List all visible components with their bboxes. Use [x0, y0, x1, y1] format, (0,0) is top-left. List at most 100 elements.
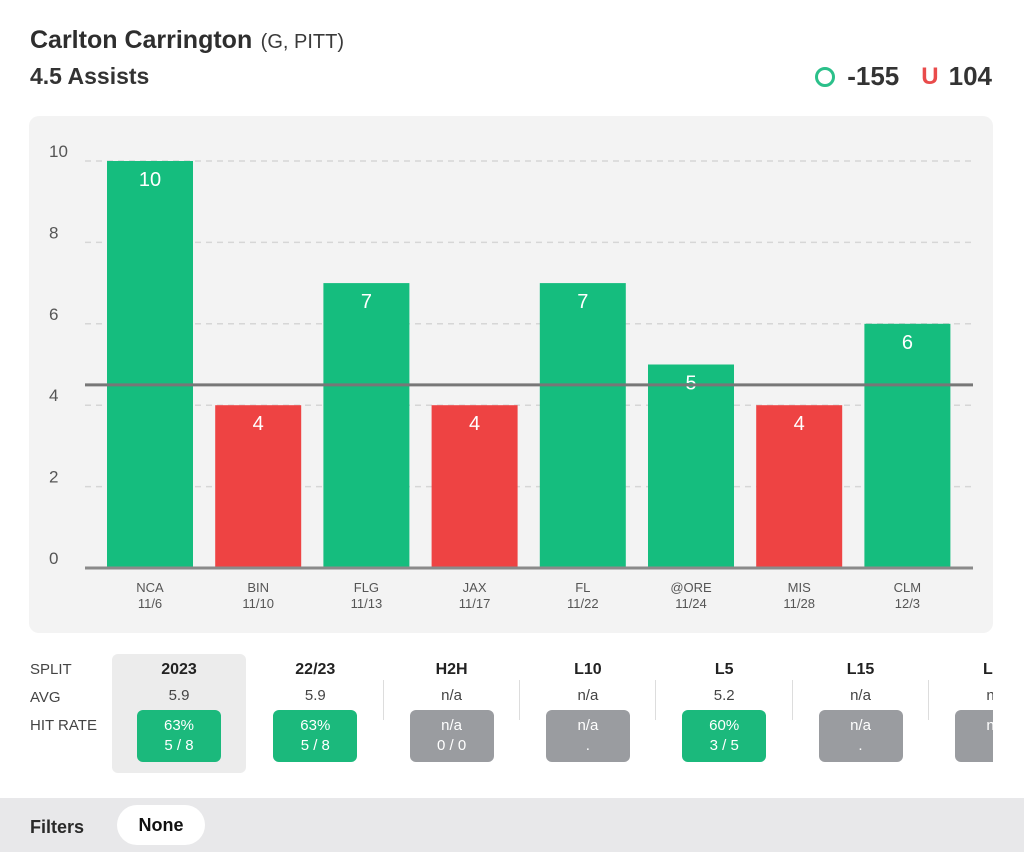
bar-value-label: 10 — [139, 169, 161, 191]
hit-rate-pill: n/a. — [954, 710, 993, 762]
split-label: L10 — [574, 661, 602, 678]
x-tick-date: 11/13 — [351, 596, 383, 611]
hit-rate-percent: n/a — [577, 717, 599, 734]
over-circle-icon — [815, 66, 836, 87]
column-separator — [382, 680, 384, 720]
split-column-h2h[interactable]: H2H n/a n/a 0 / 0 — [385, 654, 519, 773]
split-label: H2H — [435, 661, 468, 678]
split-label: L20 — [983, 661, 993, 678]
column-separator — [927, 680, 929, 720]
x-tick-date: 11/24 — [675, 596, 707, 611]
hit-rate-pill: n/a. — [545, 710, 630, 762]
y-tick-label: 8 — [49, 223, 58, 242]
column-separator — [791, 680, 793, 720]
hit-rate-record: 3 / 5 — [709, 737, 739, 754]
split-avg: n/a — [577, 687, 599, 704]
split-row-label: SPLIT — [30, 661, 72, 678]
hit-rate-record: . — [858, 737, 863, 754]
split-label: 22/23 — [295, 661, 336, 678]
bar-clm[interactable] — [864, 323, 951, 568]
bar-value-label: 4 — [253, 413, 264, 435]
filters-label: Filters — [30, 817, 85, 837]
over-odds[interactable]: -155 — [847, 61, 900, 91]
split-label: 2023 — [161, 661, 197, 678]
hit-rate-percent: n/a — [850, 717, 871, 734]
player-name: Carlton Carrington — [30, 26, 253, 54]
hit-rate-pill: n/a 0 / 0 — [409, 710, 494, 762]
bar-jax[interactable] — [431, 405, 518, 568]
hit-rate-percent: 63% — [300, 717, 331, 734]
y-tick-label: 0 — [49, 549, 58, 568]
hit-rate-pill: 63% 5 / 8 — [137, 710, 221, 762]
x-tick-opponent: JAX — [463, 580, 487, 595]
x-tick-date: 11/10 — [242, 596, 274, 611]
bar-value-label: 7 — [577, 291, 588, 313]
assists-bar-chart: 024681010NCA11/64BIN11/107FLG11/134JAX11… — [49, 142, 973, 611]
split-column-22-23[interactable]: 22/23 5.9 63% 5 / 8 — [248, 654, 382, 773]
split-column-2023[interactable]: 2023 5.9 63% 5 / 8 — [112, 654, 246, 773]
filters-bar: Filters None — [0, 798, 1024, 852]
hit-rate-record: 5 / 8 — [300, 737, 330, 754]
split-column-l10[interactable]: L10 n/a n/a. — [521, 654, 655, 773]
split-column-l20[interactable]: L20n/an/a. — [930, 654, 993, 773]
y-tick-label: 4 — [49, 386, 58, 405]
split-avg: n/a — [441, 687, 463, 704]
hit-rate-pill: n/a. — [818, 710, 903, 762]
hit-rate-row-label: HIT RATE — [30, 717, 97, 734]
hit-rate-percent: 63% — [163, 717, 195, 734]
x-tick-date: 11/17 — [459, 596, 491, 611]
split-avg: 5.2 — [713, 687, 735, 704]
split-avg: 5.9 — [168, 687, 190, 704]
bar-value-label: 4 — [469, 413, 480, 435]
split-avg: n/a — [986, 687, 993, 704]
hit-rate-pill: 60% 3 / 5 — [682, 710, 767, 762]
avg-row-label: AVG — [30, 689, 61, 706]
column-separator — [655, 680, 657, 720]
x-tick-date: 11/22 — [567, 596, 599, 611]
hit-rate-pill: 63% 5 / 8 — [273, 710, 358, 762]
hit-rate-percent: n/a — [441, 717, 463, 734]
under-u-icon: U — [921, 62, 939, 90]
hit-rate-percent: 60% — [709, 717, 740, 734]
odds-group: -155 U 104 — [815, 61, 992, 92]
x-tick-date: 11/6 — [138, 596, 162, 611]
player-meta: (G, PITT) — [260, 31, 344, 53]
bar-flg[interactable] — [323, 283, 410, 568]
x-tick-opponent: CLM — [894, 580, 921, 595]
bar-bin[interactable] — [215, 405, 302, 568]
hit-rate-record: . — [955, 736, 993, 756]
hit-rate-percent: n/a — [986, 717, 993, 734]
x-tick-opponent: FLG — [354, 580, 379, 595]
hit-rate-record: . — [585, 737, 590, 754]
bar-value-label: 6 — [902, 332, 913, 354]
x-tick-date: 12/3 — [895, 596, 920, 611]
y-tick-label: 6 — [49, 305, 58, 324]
prop-title: 4.5 Assists — [30, 63, 150, 89]
bar-value-label: 4 — [794, 413, 805, 435]
hit-rate-record: 0 / 0 — [437, 737, 467, 754]
player-header: Carlton Carrington (G, PITT) — [30, 26, 344, 55]
x-tick-date: 11/28 — [783, 596, 815, 611]
split-label: L5 — [714, 661, 734, 678]
bar-fl[interactable] — [539, 283, 626, 568]
column-separator — [518, 680, 520, 720]
bar-mis[interactable] — [756, 405, 843, 568]
hit-rate-record: 5 / 8 — [164, 737, 194, 754]
split-column-l15[interactable]: L15 n/a n/a. — [794, 654, 928, 773]
under-odds[interactable]: 104 — [948, 61, 992, 91]
x-tick-opponent: @ORE — [670, 580, 712, 595]
x-tick-opponent: FL — [575, 580, 590, 595]
bar-nca[interactable] — [107, 161, 193, 568]
split-label: L15 — [846, 661, 875, 678]
split-column-l5[interactable]: L5 5.2 60% 3 / 5 — [657, 654, 791, 773]
y-tick-label: 10 — [49, 142, 68, 161]
x-tick-opponent: NCA — [136, 580, 164, 595]
chart-card: 0 2 4 6 8 10 10 NCA 11/6 4 BIN 11/10 7 FLG 11/13 4 JAX 11… — [29, 116, 993, 633]
filters-none-button[interactable]: None — [117, 805, 205, 845]
x-tick-opponent: MIS — [788, 580, 811, 595]
x-tick-opponent: BIN — [247, 580, 269, 595]
split-avg: 5.9 — [304, 687, 326, 704]
split-avg: n/a — [850, 687, 871, 704]
bar-at-ore[interactable] — [648, 364, 734, 569]
splits-table: SPLIT AVG HIT RATE 2023 5.9 63% 5 / 8 22/23 5… — [0, 654, 993, 774]
